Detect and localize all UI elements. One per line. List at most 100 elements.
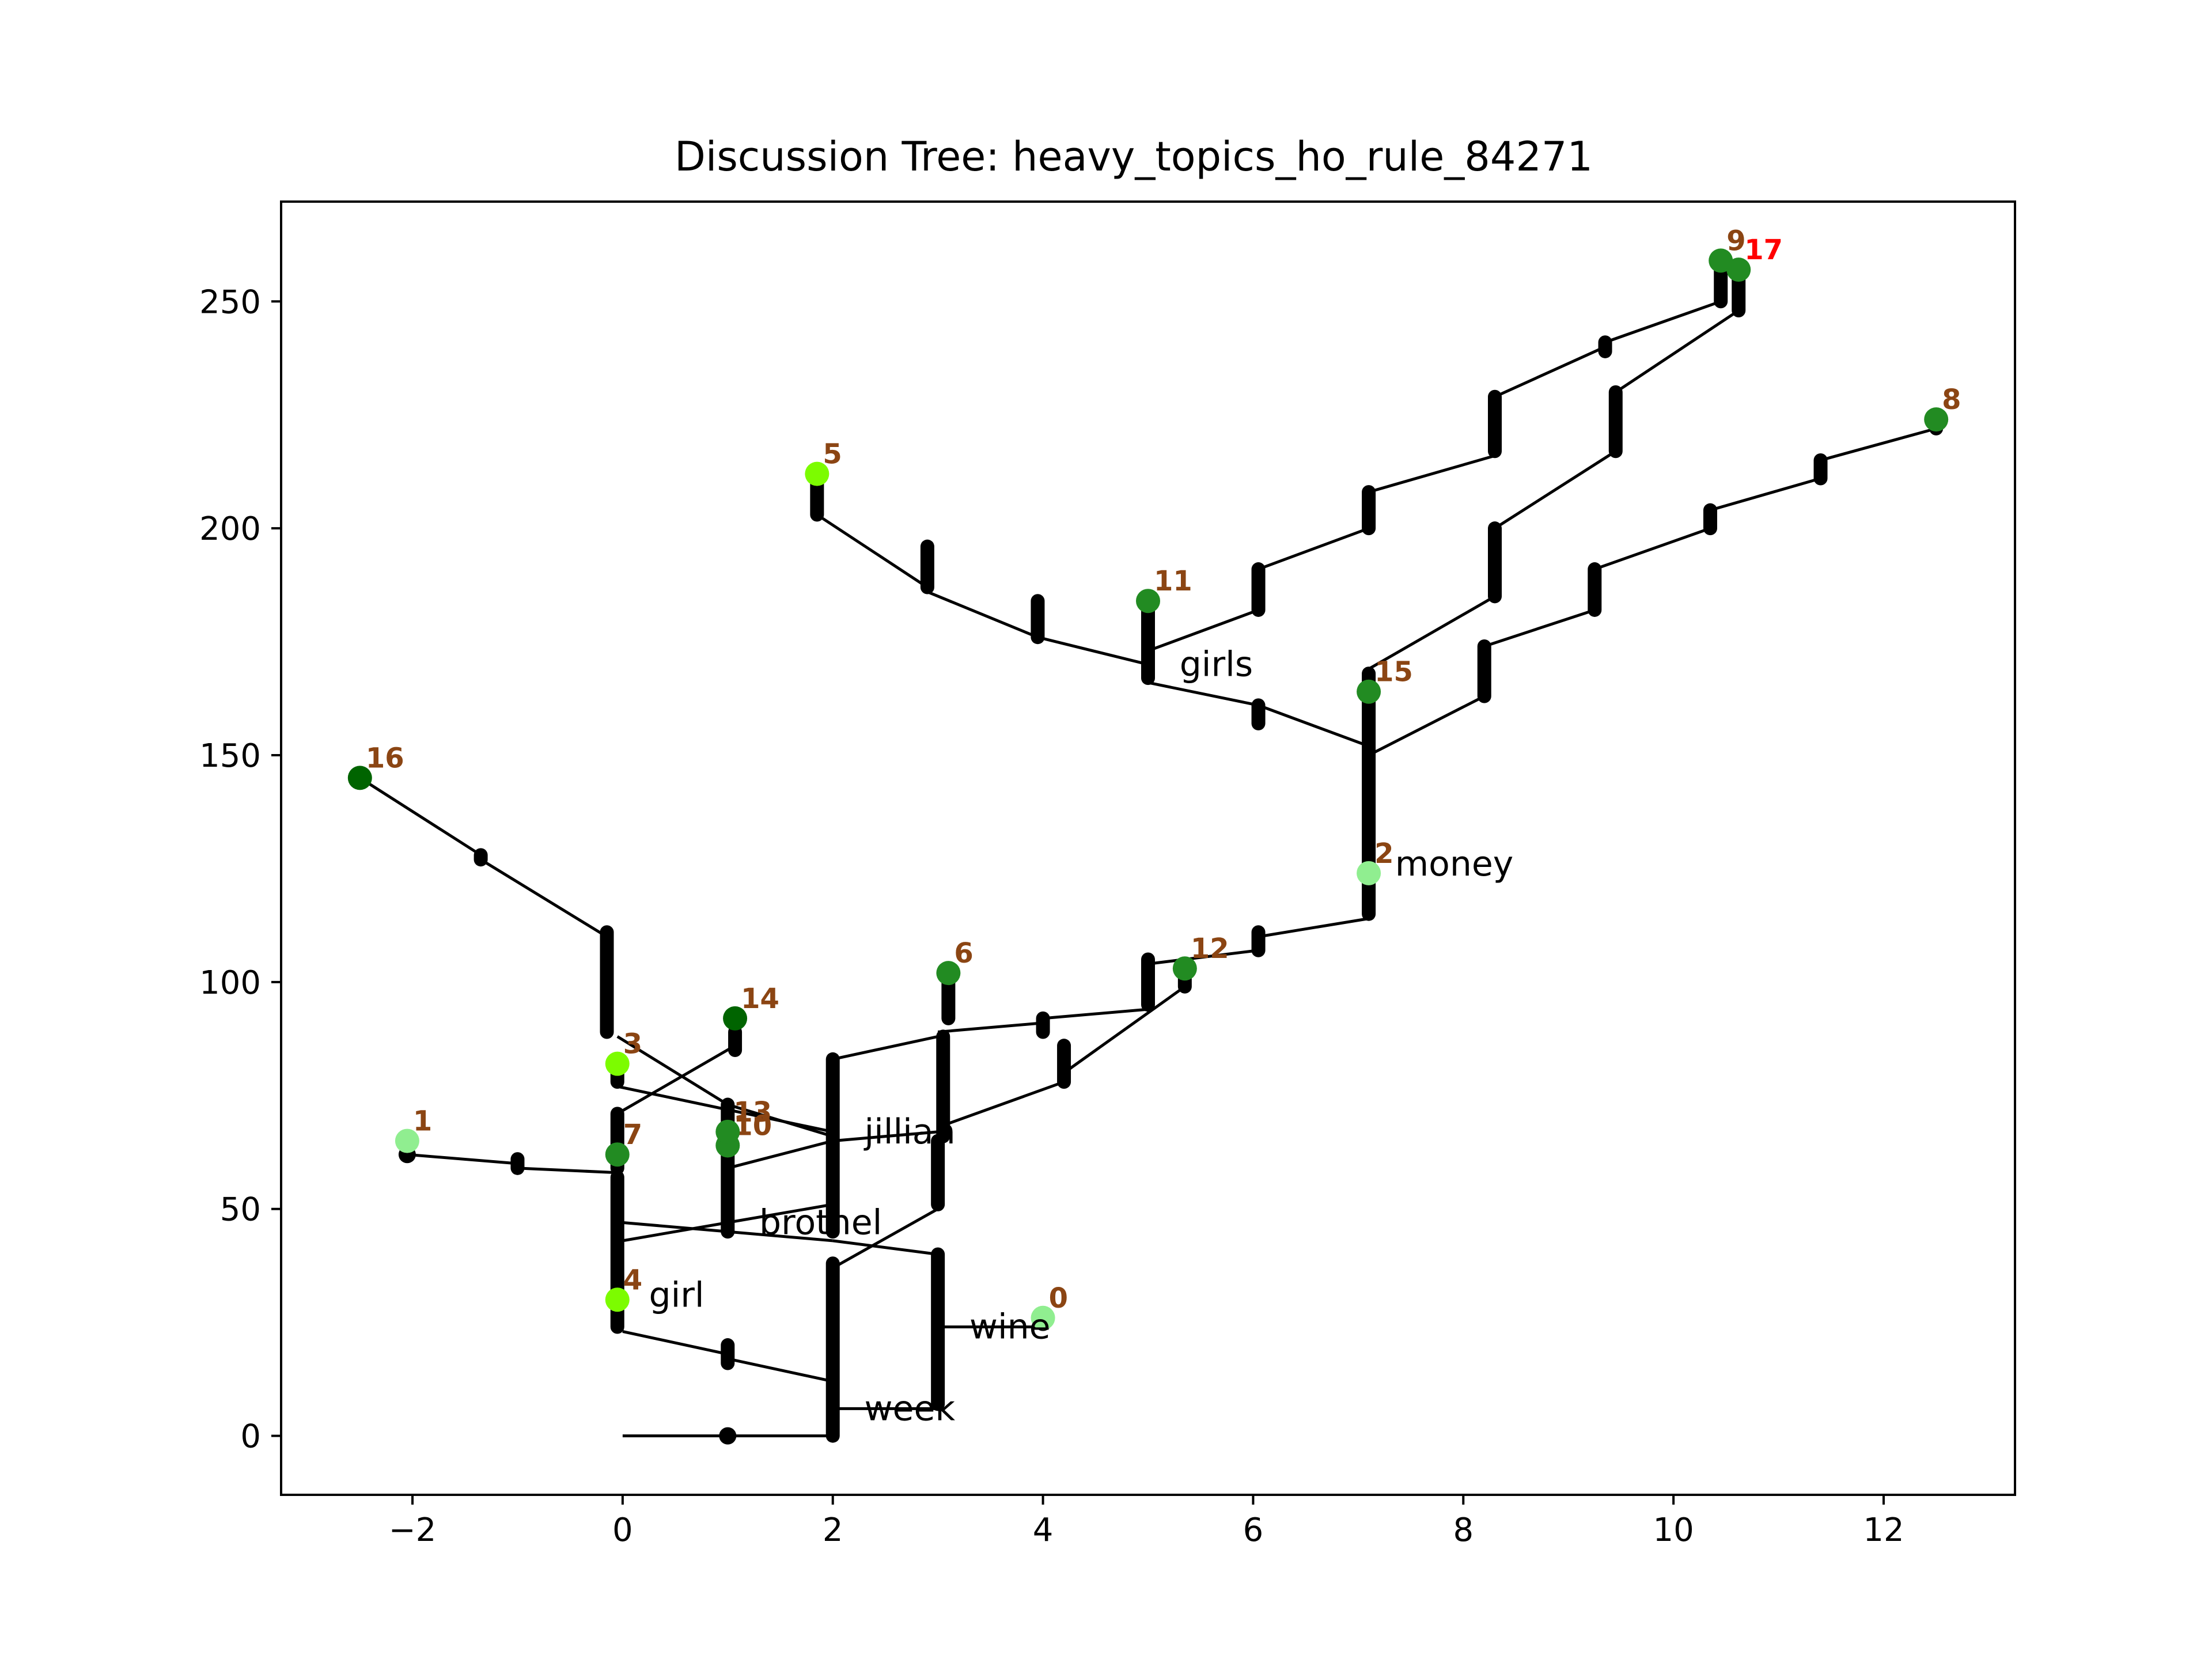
edge-29 <box>926 590 1039 639</box>
node-label-6: 6 <box>954 937 973 969</box>
x-tick-label-5: 8 <box>1453 1512 1474 1549</box>
edge-32 <box>1257 527 1369 571</box>
plot-frame <box>280 200 2016 1496</box>
edge-40 <box>1483 608 1596 648</box>
y-tick-label-4: 200 <box>199 510 261 548</box>
node-label-9: 9 <box>1726 225 1745 257</box>
edge-43 <box>1820 427 1937 462</box>
node-label-12: 12 <box>1191 933 1229 965</box>
annotation-5: wine <box>969 1307 1051 1347</box>
node-label-7: 7 <box>623 1119 642 1151</box>
node-marker-15 <box>1357 679 1381 704</box>
edge-3 <box>622 1330 728 1356</box>
annotation-6: week <box>864 1388 955 1429</box>
x-tick-label-7: 12 <box>1863 1512 1904 1549</box>
edge-15 <box>480 858 608 938</box>
node-marker-13 <box>715 1119 740 1144</box>
node-marker-16 <box>347 766 372 790</box>
y-tick-label-1: 50 <box>220 1191 261 1229</box>
edge-23 <box>1063 985 1186 1074</box>
node-marker-7 <box>605 1142 630 1167</box>
node-label-13: 13 <box>733 1096 772 1128</box>
edge-27 <box>1147 681 1259 707</box>
node-label-16: 16 <box>366 742 404 774</box>
edge-28 <box>1037 635 1149 666</box>
node-label-2: 2 <box>1374 838 1393 870</box>
node-marker-2 <box>1357 861 1381 885</box>
node-marker-1 <box>395 1128 419 1153</box>
annotation-4: girl <box>649 1275 704 1315</box>
annotation-1: girls <box>1180 644 1253 684</box>
y-tick-label-2: 100 <box>199 964 261 1002</box>
edge-16 <box>727 1139 834 1170</box>
node-label-11: 11 <box>1154 565 1192 597</box>
edge-19 <box>832 1035 938 1061</box>
node-label-5: 5 <box>823 438 842 471</box>
edge-9 <box>407 1153 518 1165</box>
x-tick-label-2: 2 <box>823 1512 843 1549</box>
chart-title: Discussion Tree: heavy_topics_ho_rule_84… <box>675 133 1593 180</box>
edge-6 <box>832 1239 938 1256</box>
edge-36 <box>1368 595 1496 671</box>
edge-17 <box>832 1130 938 1143</box>
annotation-3: brothel <box>759 1202 882 1243</box>
annotation-2: jillian <box>863 1112 955 1152</box>
edge-26 <box>1257 704 1369 748</box>
x-tick-label-0: −2 <box>389 1512 437 1549</box>
node-marker-9 <box>1709 248 1733 273</box>
x-tick-label-3: 4 <box>1033 1512 1054 1549</box>
node-label-1: 1 <box>413 1105 432 1138</box>
node-marker-11 <box>1136 589 1160 613</box>
node-label-8: 8 <box>1942 384 1961 416</box>
x-tick-label-4: 6 <box>1243 1512 1264 1549</box>
edge-20 <box>937 1021 1043 1034</box>
edge-35 <box>1604 300 1722 344</box>
edge-4 <box>727 1357 834 1383</box>
y-tick-label-5: 250 <box>199 283 261 321</box>
node-marker-12 <box>1172 956 1197 981</box>
edge-41 <box>1594 527 1711 571</box>
edge-10 <box>517 1166 618 1175</box>
edge-34 <box>1494 345 1606 398</box>
node-marker-0 <box>1031 1305 1055 1330</box>
node-label-17: 17 <box>1744 234 1783 266</box>
node-marker-6 <box>936 961 961 986</box>
node-label-10: 10 <box>733 1109 772 1142</box>
edge-30 <box>816 513 929 589</box>
y-tick-label-3: 150 <box>199 737 261 775</box>
node-marker-3 <box>605 1051 630 1076</box>
node-marker-8 <box>1924 407 1949 432</box>
node-marker-5 <box>805 461 830 486</box>
edge-14 <box>359 777 482 857</box>
y-tick-label-0: 0 <box>240 1418 261 1456</box>
edge-31 <box>1147 608 1259 653</box>
x-tick-label-6: 10 <box>1653 1512 1694 1549</box>
edge-37 <box>1494 450 1617 530</box>
edge-24 <box>1147 949 1259 965</box>
edge-13 <box>616 1035 729 1106</box>
node-label-0: 0 <box>1049 1282 1068 1315</box>
edge-39 <box>1368 695 1485 757</box>
edge-33 <box>1368 454 1495 494</box>
x-tick-label-1: 0 <box>612 1512 633 1549</box>
edge-21 <box>1043 1007 1149 1020</box>
node-label-4: 4 <box>623 1264 642 1296</box>
edge-22 <box>937 1080 1065 1129</box>
node-marker-14 <box>723 1006 748 1031</box>
edge-42 <box>1710 477 1821 512</box>
node-label-14: 14 <box>741 983 779 1015</box>
annotation-0: money <box>1395 844 1514 884</box>
edge-25 <box>1258 917 1369 938</box>
edge-38 <box>1615 309 1740 393</box>
node-marker-4 <box>605 1287 630 1312</box>
endpoint-dot-0 <box>719 1427 737 1445</box>
labels-layer: money girls jillian brothel girl wine week <box>649 644 1513 1429</box>
node-label-3: 3 <box>623 1028 642 1060</box>
node-label-15: 15 <box>1374 656 1413 688</box>
edge-8 <box>832 1207 939 1270</box>
edge-11 <box>616 1044 736 1115</box>
